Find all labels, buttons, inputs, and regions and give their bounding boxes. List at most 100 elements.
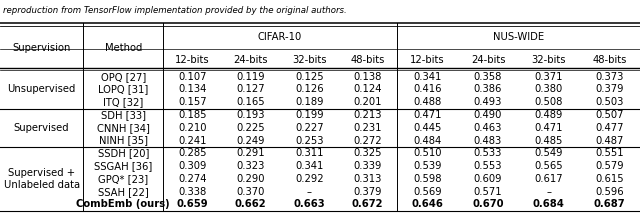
Text: 0.225: 0.225 <box>237 123 265 133</box>
Text: 0.272: 0.272 <box>353 136 382 145</box>
Text: 0.380: 0.380 <box>534 85 563 94</box>
Text: 0.615: 0.615 <box>595 174 624 184</box>
Text: 0.157: 0.157 <box>178 97 207 107</box>
Text: 0.274: 0.274 <box>178 174 207 184</box>
Text: 0.379: 0.379 <box>353 187 382 197</box>
Text: Method: Method <box>104 43 142 53</box>
Text: NINH [35]: NINH [35] <box>99 136 148 145</box>
Text: 0.493: 0.493 <box>474 97 502 107</box>
Text: Supervised: Supervised <box>14 123 69 133</box>
Text: 48-bits: 48-bits <box>351 55 385 65</box>
Text: 0.549: 0.549 <box>534 148 563 158</box>
Text: 0.339: 0.339 <box>353 161 382 171</box>
Text: 0.579: 0.579 <box>595 161 624 171</box>
Text: 0.210: 0.210 <box>178 123 207 133</box>
Text: 0.487: 0.487 <box>595 136 624 145</box>
Text: 0.553: 0.553 <box>474 161 502 171</box>
Text: 0.341: 0.341 <box>295 161 323 171</box>
Text: 0.231: 0.231 <box>353 123 382 133</box>
Text: 0.241: 0.241 <box>178 136 207 145</box>
Text: 0.311: 0.311 <box>295 148 323 158</box>
Text: 12-bits: 12-bits <box>410 55 445 65</box>
Text: 0.663: 0.663 <box>293 200 325 209</box>
Text: 0.489: 0.489 <box>534 110 563 120</box>
Text: 24-bits: 24-bits <box>234 55 268 65</box>
Text: 0.507: 0.507 <box>595 110 624 120</box>
Text: 0.323: 0.323 <box>237 161 265 171</box>
Text: 0.571: 0.571 <box>474 187 502 197</box>
Text: SSDH [20]: SSDH [20] <box>97 148 149 158</box>
Text: SDH [33]: SDH [33] <box>100 110 146 120</box>
Text: 0.201: 0.201 <box>353 97 382 107</box>
Text: CNNH [34]: CNNH [34] <box>97 123 150 133</box>
Text: 0.659: 0.659 <box>177 200 208 209</box>
Text: –: – <box>547 187 551 197</box>
Text: 0.672: 0.672 <box>352 200 383 209</box>
Text: 0.338: 0.338 <box>179 187 207 197</box>
Text: 0.341: 0.341 <box>413 72 442 82</box>
Text: 0.463: 0.463 <box>474 123 502 133</box>
Text: 0.309: 0.309 <box>178 161 207 171</box>
Text: 32-bits: 32-bits <box>532 55 566 65</box>
Text: 0.185: 0.185 <box>178 110 207 120</box>
Text: 0.477: 0.477 <box>595 123 624 133</box>
Text: 0.596: 0.596 <box>595 187 624 197</box>
Text: 0.533: 0.533 <box>474 148 502 158</box>
Text: 0.485: 0.485 <box>534 136 563 145</box>
Text: 0.189: 0.189 <box>295 97 323 107</box>
Text: 24-bits: 24-bits <box>471 55 505 65</box>
Text: LOPQ [31]: LOPQ [31] <box>98 85 148 94</box>
Text: 0.371: 0.371 <box>534 72 563 82</box>
Text: 0.313: 0.313 <box>353 174 382 184</box>
Text: 0.125: 0.125 <box>295 72 323 82</box>
Text: 0.370: 0.370 <box>237 187 265 197</box>
Text: 0.617: 0.617 <box>534 174 563 184</box>
Text: 0.291: 0.291 <box>237 148 265 158</box>
Text: 0.670: 0.670 <box>472 200 504 209</box>
Text: Supervised +
Unlabeled data: Supervised + Unlabeled data <box>4 168 79 190</box>
Text: 0.213: 0.213 <box>353 110 382 120</box>
Text: 0.471: 0.471 <box>413 110 442 120</box>
Text: 0.488: 0.488 <box>413 97 442 107</box>
Text: CombEmb (ours): CombEmb (ours) <box>76 200 170 209</box>
Text: 0.483: 0.483 <box>474 136 502 145</box>
Text: 0.193: 0.193 <box>237 110 265 120</box>
Text: CIFAR-10: CIFAR-10 <box>258 32 302 42</box>
Text: GPQ* [23]: GPQ* [23] <box>98 174 148 184</box>
Text: 0.662: 0.662 <box>235 200 267 209</box>
Text: 0.569: 0.569 <box>413 187 442 197</box>
Text: 0.285: 0.285 <box>178 148 207 158</box>
Text: 0.199: 0.199 <box>295 110 323 120</box>
Text: 0.325: 0.325 <box>353 148 382 158</box>
Text: NUS-WIDE: NUS-WIDE <box>493 32 544 42</box>
Text: 0.687: 0.687 <box>594 200 625 209</box>
Text: 0.609: 0.609 <box>474 174 502 184</box>
Text: 0.253: 0.253 <box>295 136 323 145</box>
Text: 0.379: 0.379 <box>595 85 624 94</box>
Text: 0.249: 0.249 <box>237 136 265 145</box>
Text: 0.539: 0.539 <box>413 161 442 171</box>
Text: –: – <box>307 187 312 197</box>
Text: 0.358: 0.358 <box>474 72 502 82</box>
Text: Unsupervised: Unsupervised <box>8 85 76 94</box>
Text: 0.107: 0.107 <box>178 72 207 82</box>
Text: 0.227: 0.227 <box>295 123 323 133</box>
Text: 0.386: 0.386 <box>474 85 502 94</box>
Text: 12-bits: 12-bits <box>175 55 210 65</box>
Text: 0.503: 0.503 <box>595 97 624 107</box>
Text: 0.484: 0.484 <box>413 136 442 145</box>
Text: 0.490: 0.490 <box>474 110 502 120</box>
Text: ITQ [32]: ITQ [32] <box>103 97 143 107</box>
Text: 32-bits: 32-bits <box>292 55 326 65</box>
Text: 0.127: 0.127 <box>237 85 265 94</box>
Text: SSAH [22]: SSAH [22] <box>98 187 148 197</box>
Text: 0.646: 0.646 <box>412 200 443 209</box>
Text: 0.416: 0.416 <box>413 85 442 94</box>
Text: 48-bits: 48-bits <box>593 55 627 65</box>
Text: 0.684: 0.684 <box>533 200 564 209</box>
Text: 0.551: 0.551 <box>595 148 624 158</box>
Text: 0.119: 0.119 <box>237 72 265 82</box>
Text: 0.124: 0.124 <box>353 85 382 94</box>
Text: Supervision: Supervision <box>12 43 71 53</box>
Text: OPQ [27]: OPQ [27] <box>100 72 146 82</box>
